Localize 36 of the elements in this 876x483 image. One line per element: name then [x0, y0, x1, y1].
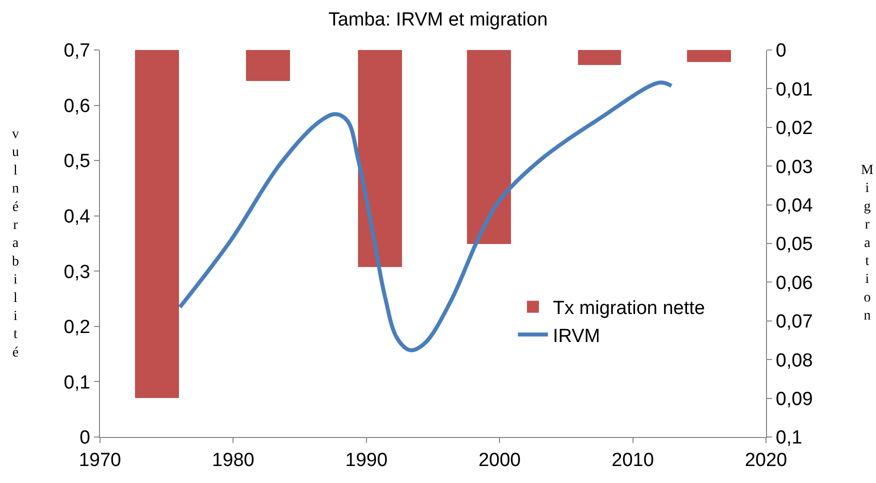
y-tick-label: 0	[80, 428, 90, 449]
legend-label: IRVM	[552, 326, 600, 347]
y-tick-label: 0,1	[64, 372, 90, 394]
text: vulnérabilité	[12, 127, 19, 360]
y2-tick-label: 0,02	[776, 118, 813, 140]
bar	[467, 50, 511, 244]
y-tick-label: 0,2	[64, 317, 90, 338]
x-tick-label: 2020	[744, 450, 788, 471]
y2-tick-label: 0,05	[776, 234, 813, 256]
y-tick-label: 0,4	[64, 206, 91, 228]
y2-tick-label: 0,1	[776, 428, 802, 449]
y2-tick-label: 0,03	[776, 156, 813, 178]
x-tick-label: 1990	[345, 450, 388, 471]
y-tick-label: 0,7	[64, 40, 90, 62]
y-tick-label: 0,6	[64, 96, 90, 117]
y2-tick-label: 0,04	[776, 195, 814, 216]
bar	[246, 50, 290, 81]
y-tick-label: 0,5	[64, 151, 90, 172]
x-tick-label: 1970	[78, 450, 122, 471]
y-tick-label: 0,3	[64, 262, 90, 283]
bar	[578, 50, 621, 65]
bar	[135, 50, 179, 398]
y2-tick-label: 0,08	[776, 350, 813, 372]
x-tick-label: 2000	[478, 450, 521, 471]
text: Migration	[861, 163, 874, 324]
y2-tick-label: 0,06	[776, 272, 813, 294]
chart-title: Tamba: IRVM et migration	[328, 9, 548, 30]
y2-tick-label: 0,09	[776, 388, 813, 410]
bar	[687, 50, 731, 62]
legend-label: Tx migration nette	[552, 298, 705, 320]
x-tick-label: 1980	[212, 450, 254, 471]
y2-tick-label: 0,01	[776, 79, 813, 100]
x-tick-label: 2010	[612, 450, 654, 471]
bar	[358, 50, 402, 267]
y2-tick-label: 0,07	[776, 312, 813, 333]
y2-tick-label: 0	[776, 40, 786, 62]
